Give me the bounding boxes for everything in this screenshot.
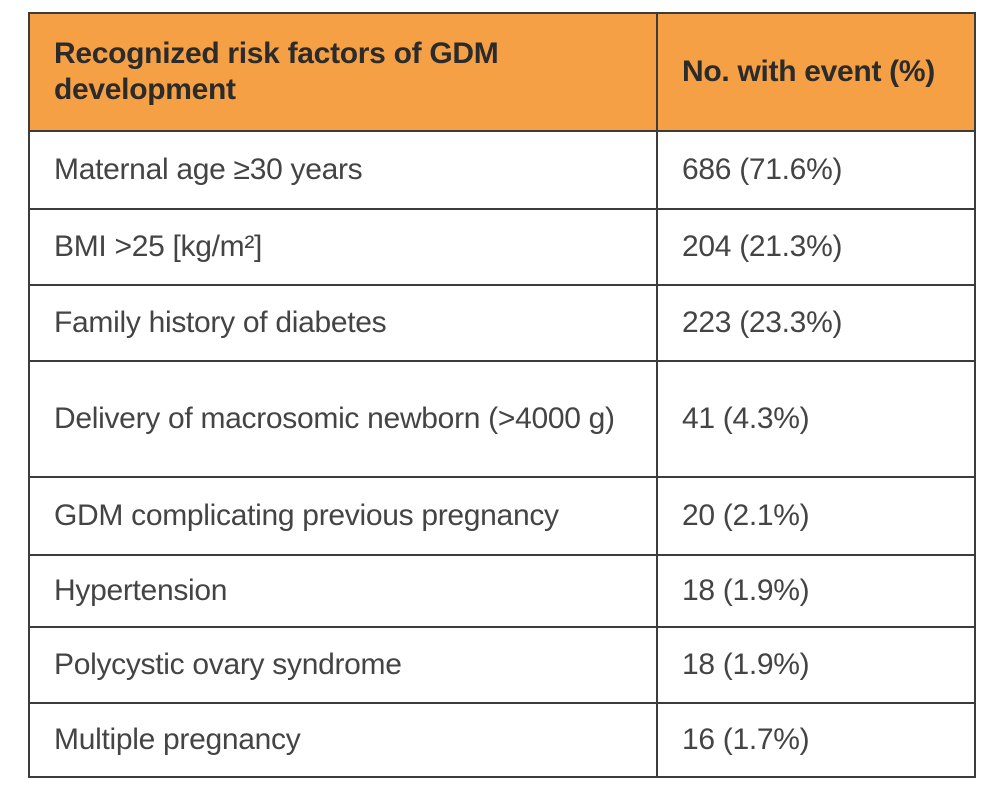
- table-row: Maternal age ≥30 years 686 (71.6%): [28, 130, 976, 210]
- table-row: Polycystic ovary syndrome 18 (1.9%): [28, 626, 976, 704]
- header-row: Recognized risk factors of GDM developme…: [28, 12, 976, 132]
- event-count-cell: 16 (1.7%): [656, 702, 976, 778]
- table-row: Delivery of macrosomic newborn (>4000 g)…: [28, 360, 976, 478]
- header-event-count: No. with event (%): [656, 12, 976, 132]
- risk-factor-cell: Hypertension: [28, 554, 658, 628]
- risk-factor-cell: GDM complicating previous pregnancy: [28, 476, 658, 556]
- header-risk-factors: Recognized risk factors of GDM developme…: [28, 12, 658, 132]
- table-row: Multiple pregnancy 16 (1.7%): [28, 702, 976, 778]
- table-row: GDM complicating previous pregnancy 20 (…: [28, 476, 976, 556]
- risk-factor-cell: Multiple pregnancy: [28, 702, 658, 778]
- risk-factor-cell: Delivery of macrosomic newborn (>4000 g): [28, 360, 658, 478]
- risk-factor-cell: Polycystic ovary syndrome: [28, 626, 658, 704]
- table-header: Recognized risk factors of GDM developme…: [28, 12, 976, 132]
- event-count-cell: 204 (21.3%): [656, 208, 976, 286]
- table-row: Hypertension 18 (1.9%): [28, 554, 976, 628]
- table-body: Maternal age ≥30 years 686 (71.6%) BMI >…: [28, 130, 976, 778]
- event-count-cell: 18 (1.9%): [656, 554, 976, 628]
- event-count-cell: 20 (2.1%): [656, 476, 976, 556]
- table-row: BMI >25 [kg/m²] 204 (21.3%): [28, 208, 976, 286]
- table-row: Family history of diabetes 223 (23.3%): [28, 284, 976, 362]
- event-count-cell: 223 (23.3%): [656, 284, 976, 362]
- event-count-cell: 41 (4.3%): [656, 360, 976, 478]
- event-count-cell: 18 (1.9%): [656, 626, 976, 704]
- risk-factor-cell: BMI >25 [kg/m²]: [28, 208, 658, 286]
- risk-factor-cell: Maternal age ≥30 years: [28, 130, 658, 210]
- event-count-cell: 686 (71.6%): [656, 130, 976, 210]
- risk-factors-table: Recognized risk factors of GDM developme…: [28, 12, 976, 778]
- risk-factor-cell: Family history of diabetes: [28, 284, 658, 362]
